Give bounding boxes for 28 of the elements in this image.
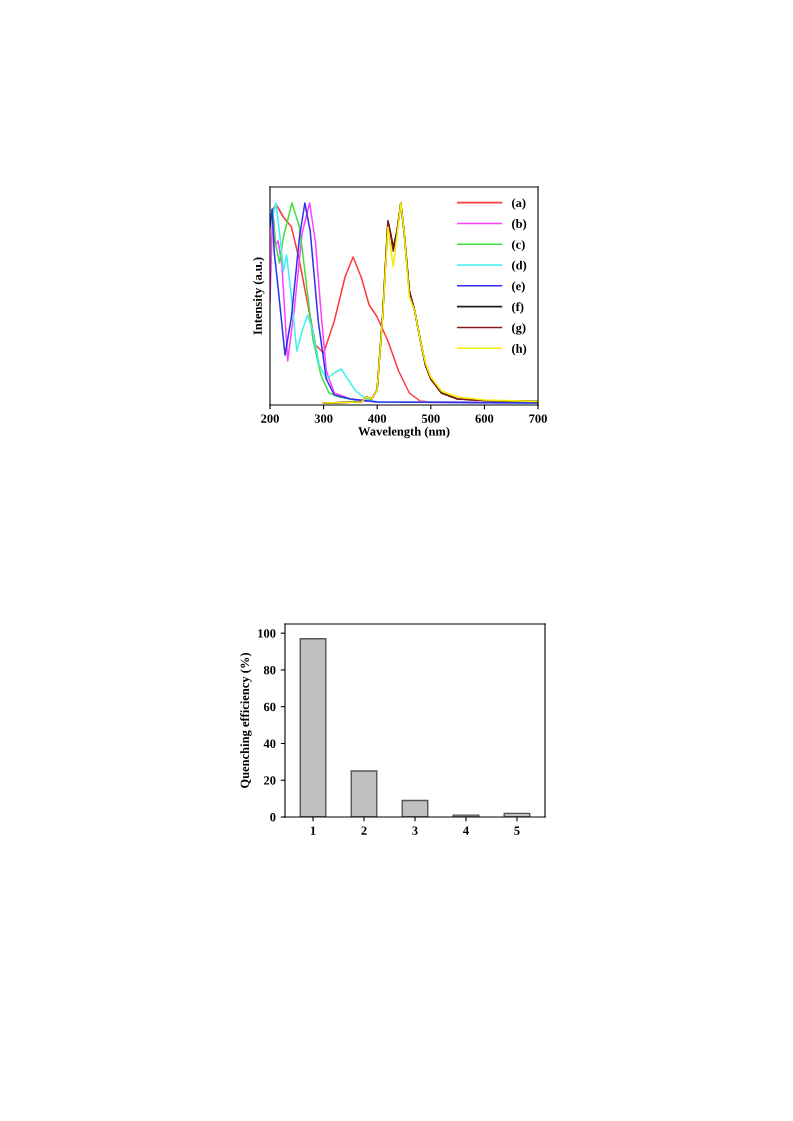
legend-label: (g): [512, 323, 526, 335]
x-tick-label: 2: [361, 826, 367, 835]
legend-label: (e): [512, 281, 525, 293]
y-tick-label: 60: [263, 702, 276, 712]
y-axis-title: Quenching efficiency (%): [240, 653, 252, 788]
x-tick-label: 600: [475, 414, 494, 423]
y-tick-label: 100: [258, 629, 276, 638]
y-tick-label: 0: [270, 813, 276, 822]
legend-label: (a): [512, 198, 526, 210]
legend-label: (c): [512, 239, 525, 252]
y-tick-label: 40: [263, 739, 276, 748]
x-tick-label: 700: [529, 414, 547, 423]
x-tick-label: 200: [261, 414, 279, 423]
x-tick-label: 4: [463, 826, 469, 835]
legend-label: (b): [512, 219, 527, 231]
x-tick-label: 400: [368, 414, 387, 423]
legend-label: (f): [512, 302, 524, 314]
y-axis-title: Intensity (a.u.): [253, 257, 265, 335]
x-tick-label: 1: [310, 826, 316, 835]
legend-label: (d): [512, 260, 527, 273]
x-tick-label: 5: [514, 826, 520, 835]
y-tick-label: 80: [263, 665, 276, 675]
x-tick-label: 3: [412, 826, 418, 835]
legend-label: (h): [512, 343, 527, 356]
x-tick-label: 300: [314, 414, 333, 423]
x-axis-title: Wavelength (nm): [358, 426, 450, 439]
x-tick-label: 500: [421, 414, 440, 423]
y-tick-label: 20: [264, 776, 276, 785]
